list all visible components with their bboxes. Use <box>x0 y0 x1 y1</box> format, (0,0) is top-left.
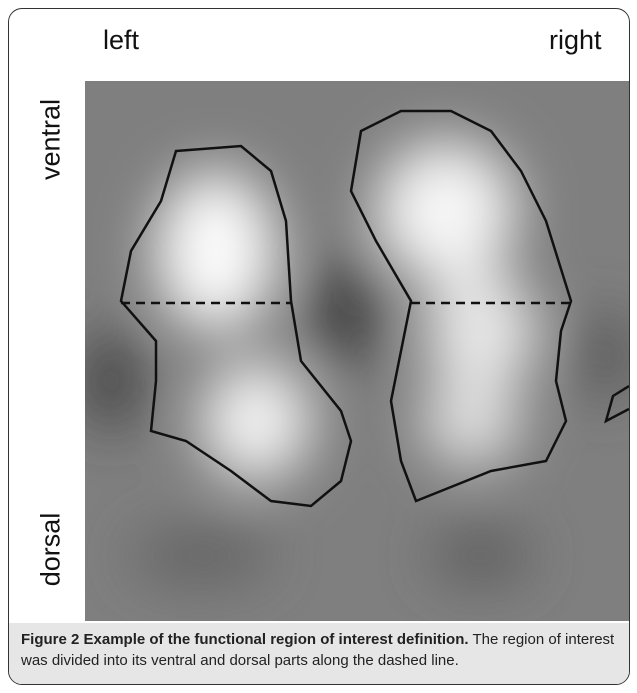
figure-frame: left right ventral dorsal <box>8 8 630 685</box>
activation-map <box>85 81 629 621</box>
label-left: left <box>103 25 140 55</box>
caption-text: The region of interest was divided into … <box>21 631 615 669</box>
label-right: right <box>549 25 602 55</box>
caption-title: Example of the functional region of inte… <box>83 631 469 648</box>
roi-contours <box>119 109 629 508</box>
label-ventral: ventral <box>35 98 66 181</box>
label-dorsal: dorsal <box>35 512 66 587</box>
caption: Figure 2 Example of the functional regio… <box>9 623 629 684</box>
caption-label: Figure 2 <box>21 631 80 648</box>
